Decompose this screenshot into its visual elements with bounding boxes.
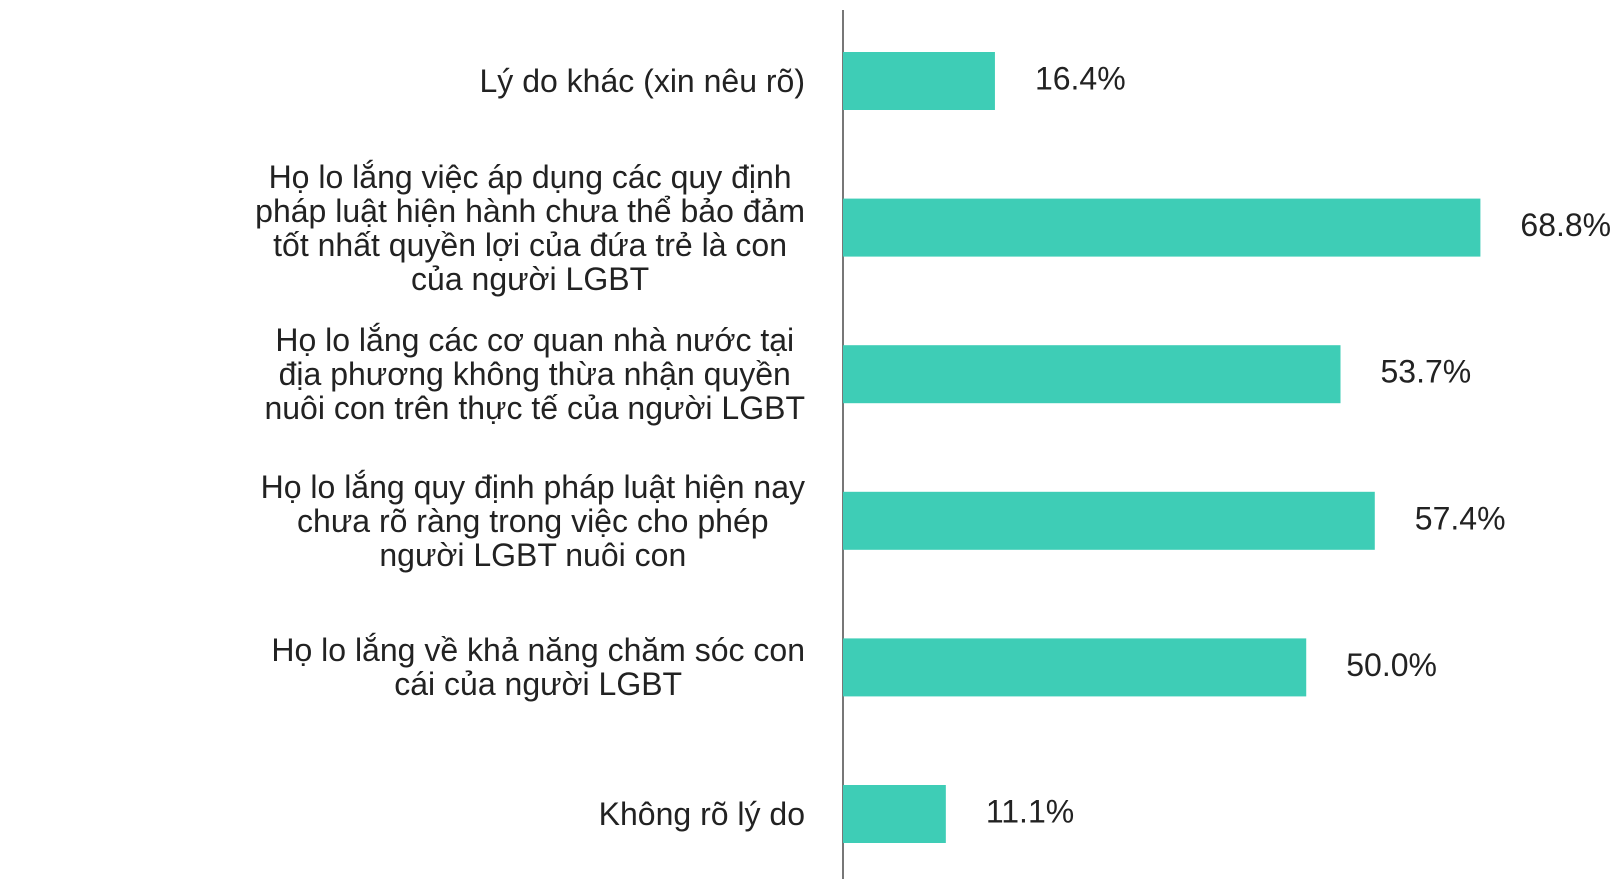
category-label: Không rõ lý do <box>0 797 805 831</box>
bar <box>843 638 1307 697</box>
category-text: Họ lo lắng các cơ quan nhà nước tại địa … <box>264 322 805 427</box>
bar <box>843 491 1375 550</box>
category-label: Họ lo lắng các cơ quan nhà nước tại địa … <box>0 323 805 425</box>
category-text: Họ lo lắng việc áp dụng các quy định phá… <box>255 158 805 297</box>
value-label: 16.4% <box>1035 60 1126 96</box>
category-label: Lý do khác (xin nêu rõ) <box>0 63 806 99</box>
bar <box>843 52 995 110</box>
value-label: 50.0% <box>1346 647 1437 683</box>
category-label: Họ lo lắng về khả năng chăm sóc con cái … <box>0 633 805 701</box>
category-label: Họ lo lắng quy định pháp luật hiện nay c… <box>0 470 805 572</box>
category-text: Lý do khác (xin nêu rõ) <box>479 63 806 99</box>
bar <box>843 785 946 843</box>
category-label: Họ lo lắng việc áp dụng các quy định phá… <box>0 160 805 296</box>
category-text: Không rõ lý do <box>598 796 805 832</box>
category-text: Họ lo lắng quy định pháp luật hiện nay c… <box>260 468 805 573</box>
category-text: Họ lo lắng về khả năng chăm sóc con cái … <box>271 632 805 703</box>
value-label: 11.1% <box>986 793 1074 829</box>
bar <box>843 345 1341 404</box>
value-label: 68.8% <box>1520 207 1611 243</box>
value-label: 53.7% <box>1381 354 1472 390</box>
bar <box>843 198 1481 257</box>
value-label: 57.4% <box>1415 500 1506 536</box>
